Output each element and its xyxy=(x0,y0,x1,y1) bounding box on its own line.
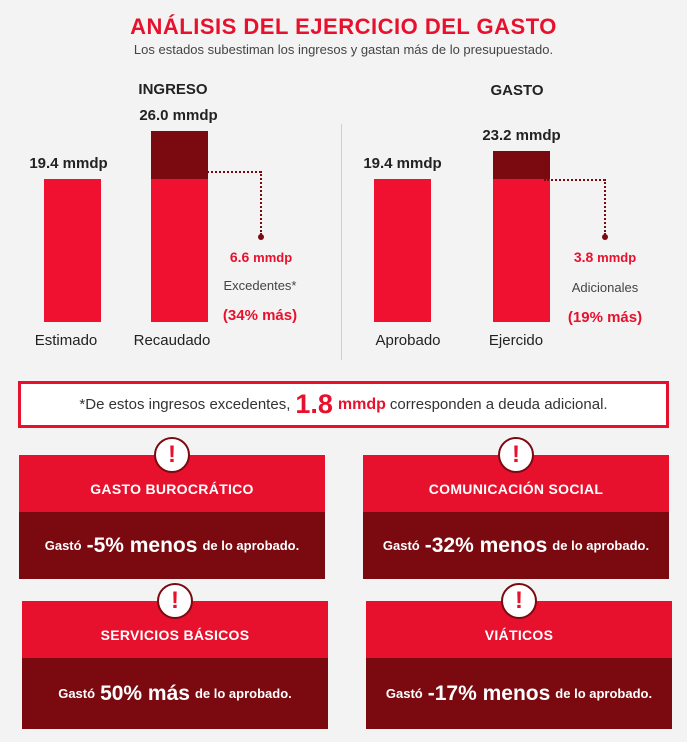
annotation-label: Excedentes* xyxy=(223,278,297,293)
card-prefix: Gastó xyxy=(58,686,96,701)
bar-value-label-aprobado: 19.4 mmdp xyxy=(363,155,442,173)
exclamation-circle-icon: ! xyxy=(501,583,537,619)
bar-ejercido xyxy=(493,179,550,322)
card-suffix: de lo aprobado. xyxy=(552,538,650,553)
exclamation-circle-icon: ! xyxy=(157,583,193,619)
card-highlight: 50% más xyxy=(100,681,190,705)
bar-ejercido-excess xyxy=(493,151,550,180)
note-text-after: corresponden a deuda adicional. xyxy=(389,396,608,413)
card-body: Gastó -17% menos de lo aprobado. xyxy=(366,658,672,729)
bar-value-label-estimado: 19.4 mmdp xyxy=(29,155,108,173)
card-servicios-basicos: SERVICIOS BÁSICOS Gastó 50% más de lo ap… xyxy=(22,601,328,729)
card-prefix: Gastó xyxy=(385,686,423,701)
category-label-recaudado: Recaudado xyxy=(133,332,211,349)
note-value: 1.8 xyxy=(295,389,333,419)
annotation-unit: mmdp xyxy=(597,250,637,265)
annotation-dot xyxy=(602,234,608,240)
annotation-number: 6.6 xyxy=(229,249,250,265)
category-label-estimado: Estimado xyxy=(34,332,98,349)
bar-recaudado xyxy=(151,179,208,322)
annotation-dot xyxy=(258,234,264,240)
card-body: Gastó 50% más de lo aprobado. xyxy=(22,658,328,729)
bar-estimado xyxy=(44,179,101,322)
card-viaticos: VIÁTICOS Gastó -17% menos de lo aprobado… xyxy=(366,601,672,729)
exclamation-circle-icon: ! xyxy=(498,437,534,473)
annotation-label: Adicionales xyxy=(571,280,639,295)
card-suffix: de lo aprobado. xyxy=(555,686,653,701)
annotation-connector-line xyxy=(544,179,605,181)
annotation-connector-line xyxy=(604,179,606,235)
annotation-percent: (19% más) xyxy=(567,309,643,326)
chart-ingreso-title: INGRESO xyxy=(138,81,208,98)
note-text-before: *De estos ingresos excedentes, xyxy=(79,396,291,413)
note-unit: mmdp xyxy=(337,395,386,413)
category-label-ejercido: Ejercido xyxy=(488,332,544,349)
card-body: Gastó -32% menos de lo aprobado. xyxy=(363,512,669,579)
debt-note: *De estos ingresos excedentes, 1.8 mmdp … xyxy=(18,381,669,428)
annotation-number: 3.8 xyxy=(573,249,594,265)
chart-gasto-title: GASTO xyxy=(490,82,544,99)
card-body: Gastó -5% menos de lo aprobado. xyxy=(19,512,325,579)
page-title: ANÁLISIS DEL EJERCICIO DEL GASTO xyxy=(130,14,557,39)
bar-value-label-ejercido: 23.2 mmdp xyxy=(482,127,561,145)
bar-aprobado xyxy=(374,179,431,322)
annotation-unit: mmdp xyxy=(253,250,293,265)
card-suffix: de lo aprobado. xyxy=(202,538,300,553)
annotation-value: 3.8 mmdp xyxy=(545,249,665,265)
card-highlight: -5% menos xyxy=(86,533,198,557)
annotation-connector-line xyxy=(260,171,262,235)
annotation-value: 6.6 mmdp xyxy=(201,249,321,265)
card-prefix: Gastó xyxy=(44,538,82,553)
category-label-aprobado: Aprobado xyxy=(375,332,441,349)
section-divider xyxy=(341,124,342,360)
annotation-percent: (34% más) xyxy=(222,307,298,324)
card-prefix: Gastó xyxy=(382,538,420,553)
annotation-connector-line xyxy=(200,171,261,173)
card-highlight: -17% menos xyxy=(427,681,551,705)
card-suffix: de lo aprobado. xyxy=(194,686,292,701)
page-subtitle: Los estados subestiman los ingresos y ga… xyxy=(133,42,554,57)
bar-value-label-recaudado: 26.0 mmdp xyxy=(139,106,218,124)
card-highlight: -32% menos xyxy=(424,533,548,557)
exclamation-circle-icon: ! xyxy=(154,437,190,473)
card-comunicacion-social: COMUNICACIÓN SOCIAL Gastó -32% menos de … xyxy=(363,455,669,579)
bar-recaudado-excess xyxy=(151,130,208,180)
card-gasto-burocratico: GASTO BUROCRÁTICO Gastó -5% menos de lo … xyxy=(19,455,325,579)
